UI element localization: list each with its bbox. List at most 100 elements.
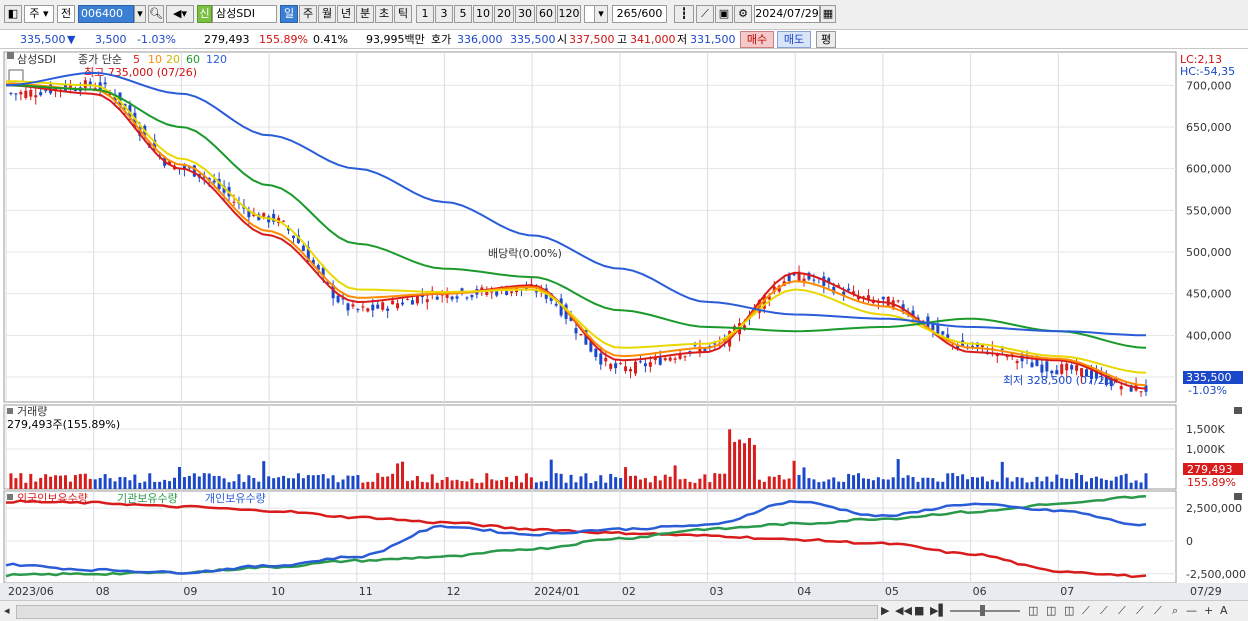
market-type-select[interactable]: 주 ▾ — [24, 5, 54, 23]
zoom-in-icon[interactable]: + — [1204, 604, 1214, 617]
ma-legend-60: 60 — [186, 53, 200, 66]
stop-icon[interactable]: ■ — [914, 604, 925, 617]
table-icon[interactable] — [8, 69, 24, 83]
period-week-button[interactable]: 주 — [299, 5, 317, 23]
chevron-down-icon[interactable]: ▾ — [594, 5, 608, 23]
period-minute-button[interactable]: 분 — [356, 5, 374, 23]
volume-bar — [371, 481, 375, 489]
volume-bar — [678, 479, 682, 489]
candle-body — [311, 259, 315, 265]
volume-bar — [871, 480, 875, 489]
rewind-icon[interactable]: ◀◀ — [895, 604, 912, 617]
count-field[interactable]: 265/600 — [612, 5, 667, 23]
candle-icon[interactable]: ┇ — [674, 5, 694, 23]
candle-body — [341, 298, 345, 300]
interval-button[interactable]: 1 — [416, 5, 434, 23]
new-badge[interactable]: 신 — [197, 5, 212, 23]
holding-panel-menu-icon[interactable] — [7, 494, 13, 500]
scroll-left-icon[interactable]: ◂ — [4, 604, 10, 617]
chart-tool-icon[interactable]: ◫ — [1028, 604, 1039, 617]
volume-bar — [1050, 481, 1054, 489]
candle-body — [1030, 362, 1034, 368]
volume-value: 279,493주(155.89%) — [7, 418, 120, 431]
volume-panel-close-icon[interactable] — [1234, 407, 1242, 414]
price-y-tick: 550,000 — [1186, 204, 1232, 217]
buy-button[interactable]: 매수 — [740, 31, 774, 48]
volume-bar — [24, 482, 28, 489]
volume-bar — [1129, 482, 1133, 489]
period-month-button[interactable]: 월 — [318, 5, 336, 23]
interval-button[interactable]: 10 — [473, 5, 493, 23]
stock-name-field[interactable]: 삼성SDI — [212, 5, 277, 23]
draw-line-icon[interactable]: ⟋ — [1118, 604, 1126, 617]
candle-body — [931, 323, 935, 330]
avg-button[interactable]: 평 — [816, 31, 836, 48]
sell-button[interactable]: 매도 — [777, 31, 811, 48]
draw-line-icon[interactable]: ⟋ — [1082, 604, 1090, 617]
interval-button[interactable]: 5 — [454, 5, 472, 23]
code-input[interactable]: 006400 — [78, 5, 134, 23]
zoom-slider-handle[interactable] — [980, 605, 985, 616]
volume-bar — [1094, 476, 1098, 489]
interval-button[interactable]: 3 — [435, 5, 453, 23]
volume-bar — [460, 481, 464, 489]
candle-body — [331, 284, 335, 299]
stock-chart[interactable]: 삼성SDI 종가 단순 5 10 20 60 120 최고 735,000 (0… — [0, 50, 1248, 600]
save-icon[interactable]: ▣ — [715, 5, 733, 23]
chart-tool-icon[interactable]: ◫ — [1064, 604, 1075, 617]
draw-line-icon[interactable]: ⟋ — [1154, 604, 1162, 617]
volume-bar — [63, 475, 67, 489]
volume-bar — [1025, 482, 1029, 489]
volume-bar — [420, 481, 424, 489]
gear-icon[interactable]: ⚙ — [734, 5, 752, 23]
interval-button[interactable]: 120 — [557, 5, 581, 23]
period-second-button[interactable]: 초 — [375, 5, 393, 23]
interval-button[interactable]: 20 — [494, 5, 514, 23]
period-day-button[interactable]: 일 — [280, 5, 298, 23]
x-tick-label: 07 — [1060, 585, 1074, 598]
volume-bar — [762, 481, 766, 489]
period-tick-button[interactable]: 틱 — [394, 5, 412, 23]
zoom-slider[interactable] — [950, 610, 1020, 612]
candle-body — [1129, 385, 1133, 392]
font-size-icon[interactable]: A — [1220, 604, 1228, 617]
chart-window-icon[interactable]: ◧ — [4, 5, 22, 23]
sound-icon[interactable]: ◀▾ — [166, 5, 194, 23]
interval-button[interactable]: 60 — [536, 5, 556, 23]
lc-label: LC:2,13 — [1180, 53, 1222, 66]
zoom-icon[interactable]: ⌕ — [1172, 604, 1179, 617]
volume-bar — [559, 473, 563, 489]
draw-line-icon[interactable]: ⟋ — [1100, 604, 1108, 617]
chart-tool-icon[interactable]: ◫ — [1046, 604, 1057, 617]
calendar-icon[interactable]: ▦ — [820, 5, 836, 23]
volume-bar — [73, 475, 77, 489]
play-icon[interactable]: ▶ — [881, 604, 890, 617]
zoom-out-icon[interactable]: — — [1186, 604, 1197, 617]
forward-icon[interactable]: ▶▌ — [930, 604, 947, 617]
candle-body — [306, 247, 310, 262]
code-dropdown-icon[interactable]: ▾ — [134, 5, 146, 23]
panel-menu-icon[interactable] — [7, 52, 14, 59]
scroll-track[interactable] — [16, 605, 878, 619]
volume-bar — [747, 438, 751, 489]
search-icon[interactable]: 🔍︎ — [148, 5, 164, 23]
holding-panel-close-icon[interactable] — [1234, 493, 1242, 500]
period-year-button[interactable]: 년 — [337, 5, 355, 23]
volume-bar — [495, 480, 499, 489]
volume-panel-menu-icon[interactable] — [7, 408, 13, 414]
candle-body — [956, 344, 960, 349]
prev-button[interactable]: 전 — [57, 5, 75, 23]
draw-tool-icon[interactable]: ⟋ — [696, 5, 714, 23]
draw-line-icon[interactable]: ⟋ — [1136, 604, 1144, 617]
ma-line-120 — [5, 71, 1147, 337]
interval-button[interactable]: 30 — [515, 5, 535, 23]
volume-bar — [232, 481, 236, 489]
candle-body — [1119, 386, 1123, 390]
volume-bar — [500, 480, 504, 489]
date-input[interactable]: 2024/07/29 — [754, 5, 820, 23]
candle-body — [911, 310, 915, 318]
volume-bar — [881, 479, 885, 489]
volume-bar — [1109, 480, 1113, 489]
price-y-tick: 600,000 — [1186, 163, 1232, 176]
candle-body — [445, 292, 449, 298]
